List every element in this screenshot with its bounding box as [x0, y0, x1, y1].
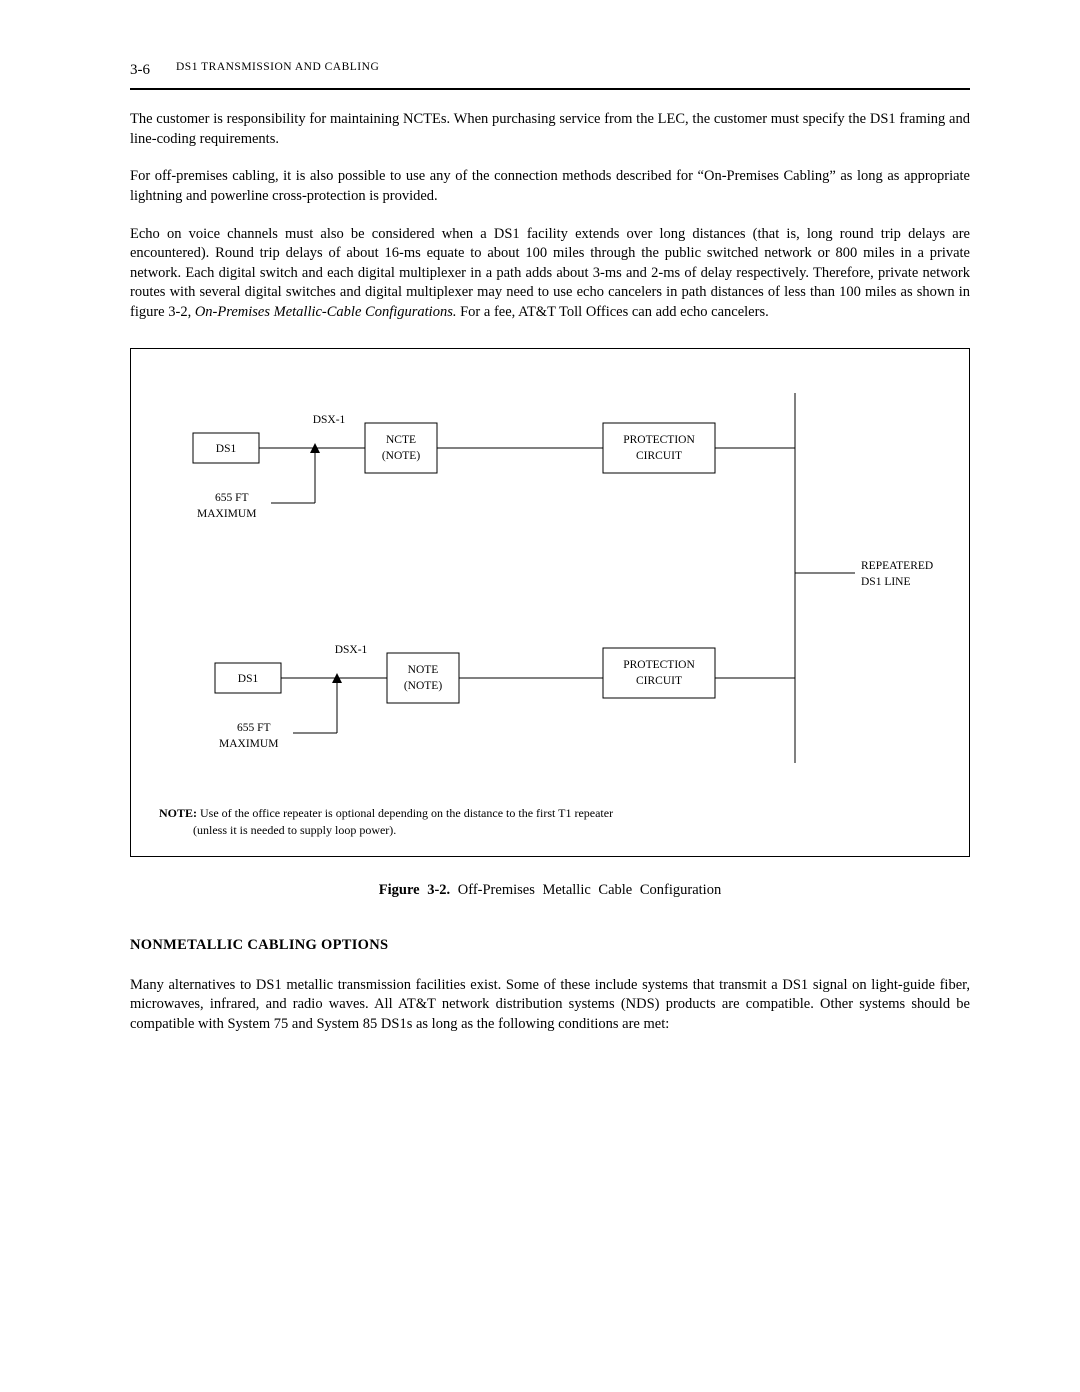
svg-text:MAXIMUM: MAXIMUM — [219, 738, 278, 750]
paragraph-2: For off-premises cabling, it is also pos… — [130, 167, 970, 206]
page-header: 3-6 DS1 TRANSMISSION AND CABLING — [130, 60, 970, 80]
page-number: 3-6 — [130, 60, 150, 80]
svg-text:CIRCUIT: CIRCUIT — [636, 675, 682, 687]
p3-part-b: For a fee, AT&T Toll Offices can add ech… — [456, 304, 768, 320]
diagram-svg: DS1 DSX-1 NCTE (NOTE) PROTECTION CIRCUIT 655 F… — [155, 373, 945, 793]
svg-text:PROTECTION: PROTECTION — [623, 434, 695, 446]
figure-3-2-diagram: DS1 DSX-1 NCTE (NOTE) PROTECTION CIRCUIT 655 F… — [130, 348, 970, 856]
svg-text:NCTE: NCTE — [386, 434, 416, 446]
caption-rest: Off-Premises Metallic Cable Configuratio… — [450, 882, 721, 898]
svg-text:(NOTE): (NOTE) — [382, 450, 420, 462]
paragraph-1: The customer is responsibility for maint… — [130, 110, 970, 149]
paragraph-3: Echo on voice channels must also be cons… — [130, 225, 970, 323]
svg-text:DS1: DS1 — [216, 443, 237, 455]
svg-text:DS1: DS1 — [238, 673, 259, 685]
header-title: DS1 TRANSMISSION AND CABLING — [176, 60, 379, 80]
svg-text:DS1 LINE: DS1 LINE — [861, 576, 911, 588]
svg-text:MAXIMUM: MAXIMUM — [197, 508, 256, 520]
svg-text:CIRCUIT: CIRCUIT — [636, 450, 682, 462]
svg-text:655 FT: 655 FT — [237, 722, 271, 734]
note-bold: NOTE: — [159, 806, 197, 820]
svg-text:655 FT: 655 FT — [215, 492, 249, 504]
note-text: Use of the office repeater is optional d… — [197, 806, 613, 820]
section-body: Many alternatives to DS1 metallic transm… — [130, 976, 970, 1035]
header-rule — [130, 88, 970, 90]
figure-note: NOTE: Use of the office repeater is opti… — [159, 805, 957, 837]
figure-caption: Figure 3-2. Off-Premises Metallic Cable … — [130, 881, 970, 901]
svg-text:DSX-1: DSX-1 — [335, 644, 368, 656]
section-heading: NONMETALLIC CABLING OPTIONS — [130, 936, 970, 956]
p3-italic: On-Premises Metallic-Cable Configuration… — [195, 304, 457, 320]
svg-text:PROTECTION: PROTECTION — [623, 659, 695, 671]
caption-bold: Figure 3-2. — [379, 882, 450, 898]
svg-text:NOTE: NOTE — [408, 664, 439, 676]
svg-text:DSX-1: DSX-1 — [313, 414, 346, 426]
svg-text:REPEATERED: REPEATERED — [861, 560, 933, 572]
note-line2: (unless it is needed to supply loop powe… — [193, 822, 396, 838]
svg-text:(NOTE): (NOTE) — [404, 680, 442, 692]
